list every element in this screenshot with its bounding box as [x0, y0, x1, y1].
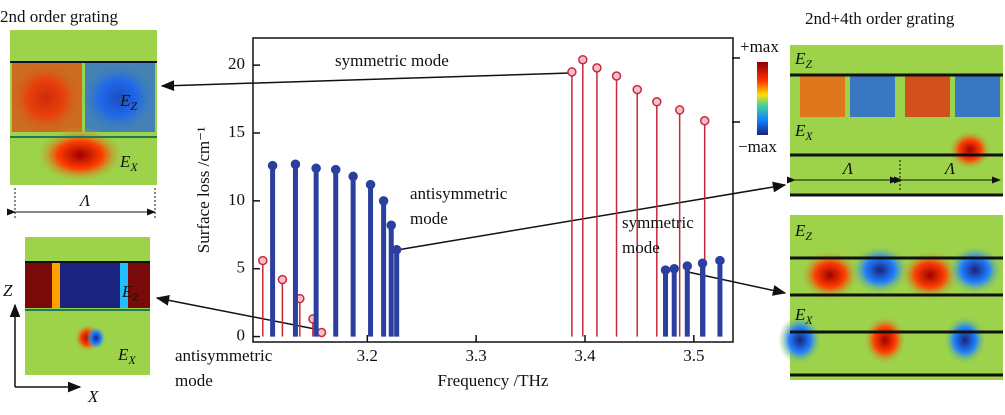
colorbar-label: −max: [738, 137, 777, 156]
field-letter: E: [119, 91, 131, 110]
stem-head: [311, 163, 321, 174]
y-tick-label: 15: [228, 122, 245, 141]
field-letter: E: [794, 221, 806, 240]
field-label: EX: [117, 345, 136, 367]
stem-head: [674, 105, 685, 115]
stem-head: [715, 255, 725, 266]
y-tick-label: 10: [228, 190, 245, 209]
stem-head: [611, 71, 622, 81]
stem-head: [632, 84, 642, 95]
field-panel: [778, 215, 1003, 380]
arrows: [9, 72, 787, 393]
y-axis-label: Surface loss /cm⁻¹: [194, 127, 213, 253]
x-axis-label: Frequency /THz: [438, 371, 549, 390]
x-tick-label: 3.2: [357, 346, 378, 365]
y-tick-label: 20: [228, 54, 245, 73]
stem-head: [669, 263, 679, 274]
stem-head: [699, 116, 710, 126]
colorbar: [757, 62, 768, 135]
colorbar-label: +max: [740, 37, 779, 56]
field-label: EZ: [794, 49, 812, 71]
field-panel: [786, 45, 1003, 197]
stem-head: [316, 327, 327, 338]
field-sub: Z: [130, 99, 137, 113]
annotation: symmetric mode: [335, 51, 449, 70]
field-panel: [25, 237, 150, 375]
stem-head: [277, 274, 288, 285]
field-sub: X: [129, 160, 138, 174]
field-sub: Z: [805, 57, 812, 71]
x-tick-label: 3.3: [466, 346, 487, 365]
field-label: EX: [794, 121, 813, 143]
annotation: antisymmetric: [410, 184, 508, 203]
field-sub: X: [804, 129, 813, 143]
plot-frame: [252, 37, 734, 343]
panel-title: 2nd+4th order grating: [805, 9, 955, 28]
field-letter: E: [794, 305, 806, 324]
period-label: Λ: [78, 191, 91, 210]
period-label: Λ: [943, 159, 956, 178]
y-tick-label: 0: [237, 325, 246, 344]
stem-head: [348, 171, 358, 182]
axis-z: Z: [3, 281, 13, 300]
stem-head: [660, 265, 671, 275]
stem-head: [290, 159, 301, 169]
field-letter: E: [121, 282, 133, 301]
annotation: symmetric: [622, 213, 694, 232]
field-label: EX: [119, 152, 138, 174]
field-label: EX: [794, 305, 813, 327]
stem-head: [567, 67, 577, 77]
x-tick-label: 3.5: [683, 346, 704, 365]
field-sub: Z: [132, 290, 139, 304]
annotation: mode: [175, 371, 213, 390]
annotation: mode: [622, 238, 660, 257]
stem-head: [258, 255, 268, 266]
field-label: EZ: [121, 282, 139, 304]
stem-head: [592, 63, 602, 73]
field-letter: E: [794, 121, 806, 140]
field-label: EZ: [119, 91, 137, 113]
stem-head: [697, 258, 708, 269]
field-letter: E: [794, 49, 806, 68]
field-sub: X: [804, 313, 813, 327]
stem-head: [267, 160, 278, 171]
annotation: mode: [410, 209, 448, 228]
field-letter: E: [119, 152, 131, 171]
stem-head: [391, 244, 402, 255]
stem-head: [652, 97, 662, 107]
stem-head: [578, 54, 588, 65]
annotation: antisymmetric: [175, 346, 273, 365]
field-panel: [6, 30, 157, 218]
axis-x: X: [87, 387, 99, 406]
stem-head: [330, 164, 341, 175]
stem-head: [365, 179, 376, 190]
stem-head: [378, 196, 389, 206]
panel-title: 2nd order grating: [0, 7, 119, 26]
field-sub: Z: [805, 229, 812, 243]
stem-head: [386, 220, 396, 231]
field-letter: E: [117, 345, 129, 364]
plot: 0 5 10 15 20 3.2 3.3 3.4 3.5 Frequency /THz Surfac…: [175, 37, 734, 390]
y-tick-label: 5: [237, 258, 246, 277]
x-tick-label: 3.4: [574, 346, 596, 365]
field-label: EZ: [794, 221, 812, 243]
field-sub: X: [127, 353, 136, 367]
period-label: Λ: [841, 159, 854, 178]
stem-head: [682, 261, 693, 271]
